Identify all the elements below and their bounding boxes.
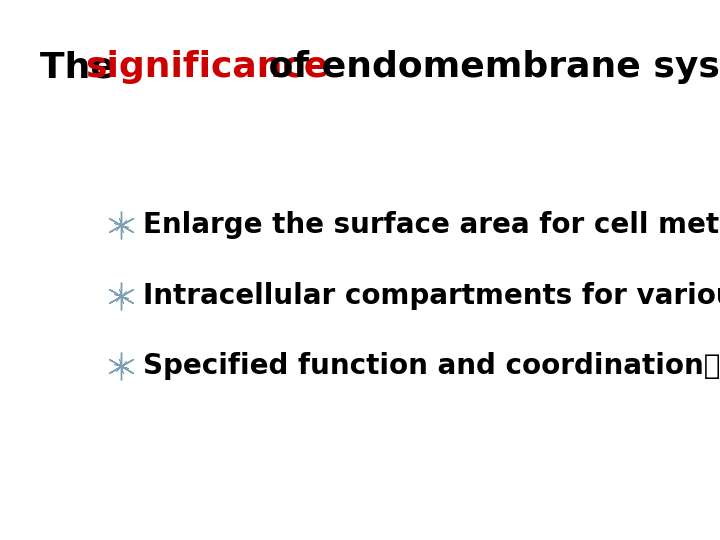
Text: Enlarge the surface area for cell metabolisms: Enlarge the surface area for cell metabo… [143,211,720,239]
Text: The: The [40,51,127,84]
Text: of endomembrane system: of endomembrane system [256,51,720,84]
Text: significance: significance [85,51,328,84]
Text: Intracellular compartments for various metabolism: Intracellular compartments for various m… [143,281,720,309]
Text: Specified function and coordination。: Specified function and coordination。 [143,352,720,380]
